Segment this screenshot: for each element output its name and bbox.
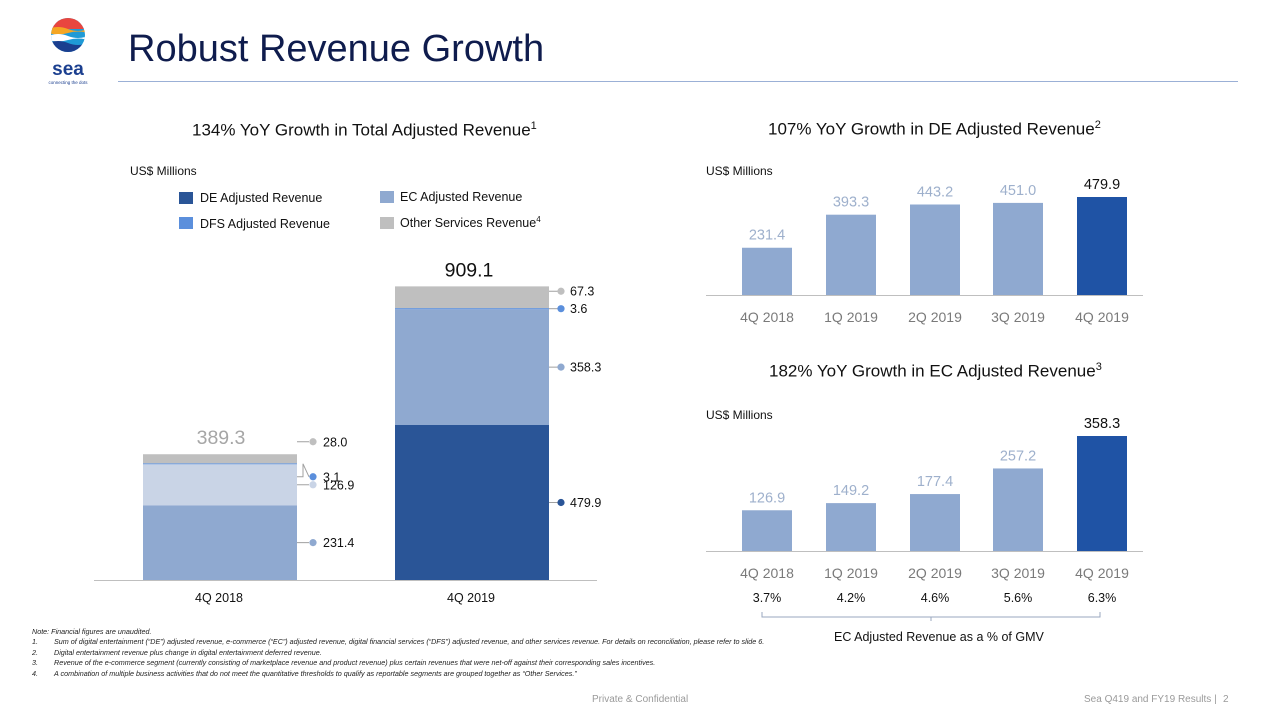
x-tick-label: 3Q 2019 (991, 565, 1045, 581)
gmv-bracket (761, 612, 1101, 618)
label-marker-dot (309, 481, 317, 489)
x-tick-label: 4Q 2018 (740, 309, 794, 325)
bar-value-label: 177.4 (917, 474, 953, 490)
x-tick-label: 1Q 2019 (824, 309, 878, 325)
chart1-unit: US$ Millions (130, 164, 197, 178)
footer-deck-title: Sea Q419 and FY19 Results | (1084, 694, 1217, 705)
label-marker-dot (557, 363, 565, 371)
label-leader-line (297, 463, 310, 478)
bar-value-label: 358.3 (1084, 416, 1120, 432)
chart3-title: 182% YoY Growth in EC Adjusted Revenue3 (769, 361, 1102, 381)
segment-value-label: 3.1 (323, 470, 340, 484)
bar-value-label: 257.2 (1000, 448, 1036, 464)
gmv-percent-label: 4.6% (921, 591, 950, 605)
chart2-unit: US$ Millions (706, 164, 773, 178)
stacked-bar-segment (395, 309, 549, 425)
bar (742, 247, 792, 295)
stacked-bar-segment (143, 464, 297, 506)
logo-tagline: connecting the dots (48, 80, 88, 85)
x-tick-label: 3Q 2019 (991, 309, 1045, 325)
bar-value-label: 451.0 (1000, 183, 1036, 199)
ec-revenue-chart: 126.9 4Q 2018 149.2 1Q 2019 177.4 2Q 2019 257.… (706, 416, 1143, 621)
bar (993, 202, 1043, 295)
segment-value-label: 126.9 (323, 478, 354, 492)
stacked-bar-segment (395, 425, 549, 580)
footnote-item: 2. Digital entertainment revenue plus cha… (32, 647, 322, 657)
gmv-percent-label: 4.2% (837, 591, 866, 605)
legend-swatch-other (380, 217, 394, 229)
title-divider (118, 81, 1238, 82)
label-marker-dot (309, 473, 317, 481)
logo-wordmark: sea (52, 59, 84, 80)
de-revenue-chart: 231.4 4Q 2018 393.3 1Q 2019 443.2 2Q 2019 451.… (706, 177, 1143, 325)
segment-value-label: 231.4 (323, 536, 354, 550)
stacked-bar-segment (143, 454, 297, 464)
footnote-item: 4. A combination of multiple business act… (32, 668, 577, 678)
notes-intro: Note: Financial figures are unaudited. (32, 627, 152, 636)
gmv-percent-label: 5.6% (1004, 591, 1033, 605)
x-tick-label: 2Q 2019 (908, 309, 962, 325)
label-marker-dot (557, 305, 565, 313)
segment-value-label: 3.6 (570, 302, 587, 316)
chart2-title: 107% YoY Growth in DE Adjusted Revenue2 (768, 119, 1101, 139)
segment-value-label: 28.0 (323, 435, 347, 449)
chart1-title: 134% YoY Growth in Total Adjusted Revenu… (192, 120, 537, 140)
bar-value-label: 479.9 (1084, 177, 1120, 193)
bar (826, 503, 876, 551)
footer-confidential: Private & Confidential (592, 694, 689, 705)
legend-label-ec: EC Adjusted Revenue (400, 190, 523, 204)
bar (826, 214, 876, 295)
x-tick-label: 4Q 2019 (1075, 565, 1129, 581)
label-marker-dot (557, 287, 565, 295)
page-title: Robust Revenue Growth (128, 28, 545, 70)
stacked-bar-segment (395, 286, 549, 309)
label-marker-dot (309, 539, 317, 547)
bar-value-label: 231.4 (749, 228, 785, 244)
bar (910, 204, 960, 295)
footnote-item: 3. Revenue of the e-commerce segment (cur… (32, 658, 656, 668)
segment-value-label: 67.3 (570, 285, 594, 299)
stacked-bar-segment (395, 308, 549, 310)
bar-value-label: 126.9 (749, 490, 785, 506)
gmv-percent-label: 6.3% (1088, 591, 1117, 605)
bar-value-label: 443.2 (917, 184, 953, 200)
bar (993, 468, 1043, 551)
bar (1077, 436, 1127, 551)
footnotes: Note: Financial figures are unaudited. 1… (32, 627, 822, 679)
bar (742, 510, 792, 551)
bar-total-label: 389.3 (197, 427, 246, 449)
bar (1077, 197, 1127, 295)
x-tick-label: 4Q 2018 (740, 565, 794, 581)
stacked-bar-segment (143, 463, 297, 465)
segment-value-label: 479.9 (570, 496, 601, 510)
gmv-caption: EC Adjusted Revenue as a % of GMV (834, 630, 1044, 644)
x-tick-label: 4Q 2018 (195, 591, 243, 605)
legend-swatch-dfs (179, 217, 193, 229)
stacked-bar-segment (143, 505, 297, 580)
legend-swatch-de (179, 192, 193, 204)
x-tick-label: 1Q 2019 (824, 565, 878, 581)
sea-logo-icon: sea connecting the dots (48, 18, 88, 85)
label-marker-dot (557, 498, 565, 507)
x-tick-label: 4Q 2019 (447, 591, 495, 605)
bar-total-label: 909.1 (445, 259, 494, 281)
chart3-unit: US$ Millions (706, 408, 773, 422)
sea-logo: sea connecting the dots (40, 16, 96, 88)
bar (910, 494, 960, 551)
bar-value-label: 149.2 (833, 483, 869, 499)
gmv-percent-label: 3.7% (753, 591, 782, 605)
legend-label-de: DE Adjusted Revenue (200, 191, 323, 205)
bar-value-label: 393.3 (833, 195, 869, 211)
legend-swatch-ec (380, 191, 394, 203)
footnote-item: 1. Sum of digital entertainment (“DE”) ad… (32, 637, 765, 647)
stacked-revenue-chart: 231.4 126.93.1 28.0 389.3 4Q 2018 479.9 358.3 3… (94, 259, 601, 605)
label-marker-dot (309, 438, 317, 446)
x-tick-label: 2Q 2019 (908, 565, 962, 581)
legend-label-other: Other Services Revenue4 (400, 215, 541, 231)
page-number: 2 (1223, 694, 1229, 705)
legend-label-dfs: DFS Adjusted Revenue (200, 217, 330, 231)
segment-value-label: 358.3 (570, 361, 601, 375)
x-tick-label: 4Q 2019 (1075, 309, 1129, 325)
